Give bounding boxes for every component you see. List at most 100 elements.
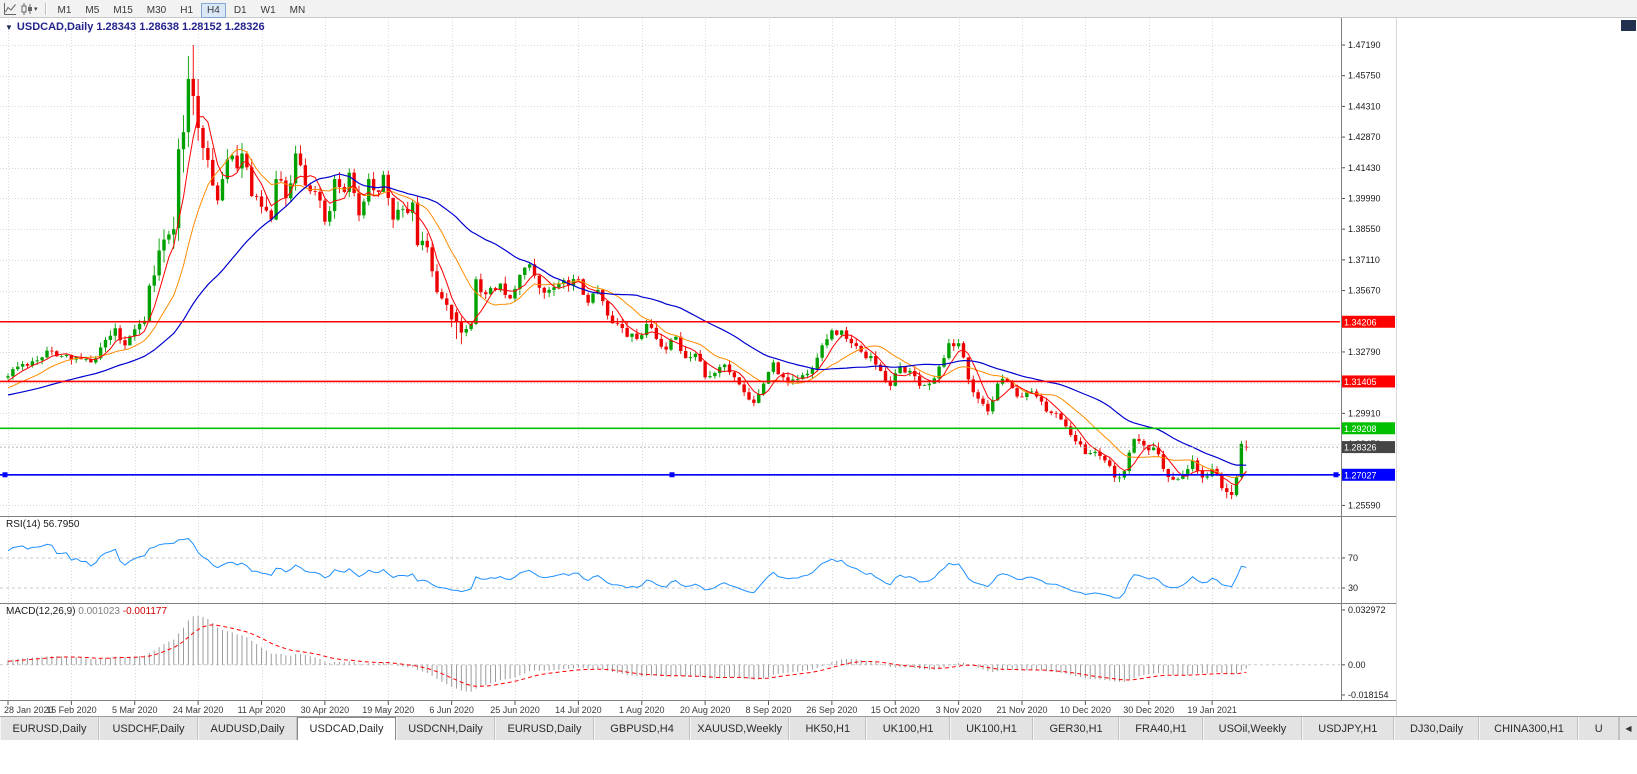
rsi-panel: 70 30 bbox=[0, 538, 1358, 599]
macd-signal-line bbox=[7, 624, 1247, 687]
timeframe-button-MN[interactable]: MN bbox=[289, 4, 306, 16]
svg-text:1.45750: 1.45750 bbox=[1348, 71, 1381, 81]
price-line-1.29208[interactable]: 1.29208 bbox=[0, 422, 1395, 435]
chart-tab-HK50-H1[interactable]: HK50,H1 bbox=[789, 717, 867, 740]
svg-text:1 Aug 2020: 1 Aug 2020 bbox=[619, 705, 665, 715]
ma-fast-line bbox=[7, 116, 1247, 486]
chart-title-text: USDCAD,Daily 1.28343 1.28638 1.28152 1.2… bbox=[16, 21, 265, 33]
price-line-1.31405[interactable]: 1.31405 bbox=[0, 375, 1395, 388]
timeframe-button-W1[interactable]: W1 bbox=[260, 4, 276, 16]
chart-tab-GBPUSD-H4[interactable]: GBPUSD,H4 bbox=[594, 717, 691, 740]
line-handle bbox=[669, 472, 675, 478]
svg-text:6 Jun 2020: 6 Jun 2020 bbox=[429, 705, 474, 715]
chart-tab-UK100-H1[interactable]: UK100,H1 bbox=[949, 717, 1034, 740]
current-price-marker: 1.28326 bbox=[0, 441, 1395, 454]
chart-corner-button[interactable] bbox=[1621, 20, 1636, 31]
timeframe-button-D1[interactable]: D1 bbox=[233, 4, 247, 16]
macd-name: MACD(12,26,9) bbox=[6, 606, 76, 617]
svg-text:11 Apr 2020: 11 Apr 2020 bbox=[238, 705, 286, 715]
chart-tab-DJ30-Daily[interactable]: DJ30,Daily bbox=[1393, 717, 1480, 740]
svg-text:30: 30 bbox=[1348, 583, 1358, 593]
svg-text:1.27027: 1.27027 bbox=[1344, 470, 1377, 480]
chart-icon-glyph bbox=[4, 2, 16, 15]
line-handle bbox=[1333, 472, 1339, 478]
chart-tab-USDCHF-Daily[interactable]: USDCHF,Daily bbox=[99, 717, 198, 740]
chart-tab-USDCAD-Daily[interactable]: USDCAD,Daily bbox=[297, 717, 396, 740]
macd-main-value: 0.001023 bbox=[78, 606, 120, 617]
svg-text:1.37110: 1.37110 bbox=[1348, 255, 1380, 265]
macd-signal-value: -0.001177 bbox=[122, 606, 168, 617]
svg-text:1.41430: 1.41430 bbox=[1348, 163, 1381, 173]
chart-tab-USOil-Weekly[interactable]: USOil,Weekly bbox=[1202, 717, 1302, 740]
svg-text:21 Nov 2020: 21 Nov 2020 bbox=[996, 705, 1047, 715]
svg-text:28 Jan 2020: 28 Jan 2020 bbox=[4, 705, 54, 715]
svg-text:26 Sep 2020: 26 Sep 2020 bbox=[806, 705, 857, 715]
timeframe-button-M30[interactable]: M30 bbox=[146, 4, 167, 16]
price-line-1.34206[interactable]: 1.34206 bbox=[0, 315, 1395, 328]
chart-tab-AUDUSD-Daily[interactable]: AUDUSD,Daily bbox=[198, 717, 297, 740]
svg-text:1.39990: 1.39990 bbox=[1348, 193, 1381, 203]
svg-text:24 Mar 2020: 24 Mar 2020 bbox=[173, 705, 224, 715]
candlesticks bbox=[6, 45, 1248, 500]
price-axis[interactable]: 1.47190 1.45750 1.44310 1.42870 1.41430 1.399… bbox=[1341, 40, 1381, 510]
ma-slow-line bbox=[7, 173, 1247, 466]
rsi-line bbox=[7, 538, 1247, 599]
svg-text:1.25590: 1.25590 bbox=[1348, 500, 1381, 510]
chart-tabs: EURUSD,Daily USDCHF,Daily AUDUSD,Daily USDC… bbox=[0, 717, 1619, 740]
svg-text:1.29208: 1.29208 bbox=[1344, 424, 1377, 434]
chart-tab-FRA40-H1[interactable]: FRA40,H1 bbox=[1119, 717, 1203, 740]
candlestick-chart-dropdown-icon[interactable]: ▾ bbox=[20, 1, 38, 16]
svg-text:1.35670: 1.35670 bbox=[1348, 286, 1381, 296]
svg-text:0.032972: 0.032972 bbox=[1348, 605, 1386, 615]
svg-text:70: 70 bbox=[1348, 553, 1358, 563]
rsi-name: RSI(14) bbox=[6, 519, 41, 530]
svg-text:1.31405: 1.31405 bbox=[1344, 377, 1377, 387]
svg-text:0.00: 0.00 bbox=[1348, 660, 1366, 670]
timeframe-button-H4[interactable]: H4 bbox=[201, 2, 226, 18]
price-line-1.27027[interactable]: 1.27027 bbox=[0, 468, 1395, 481]
chart-tab-XAUUSD-Weekly[interactable]: XAUUSD,Weekly bbox=[690, 717, 790, 740]
svg-text:8 Sep 2020: 8 Sep 2020 bbox=[745, 705, 791, 715]
svg-text:1.47190: 1.47190 bbox=[1348, 40, 1381, 50]
ma-mid-line bbox=[7, 148, 1247, 478]
svg-text:1.29910: 1.29910 bbox=[1348, 408, 1381, 418]
macd-histogram bbox=[7, 615, 1247, 692]
svg-text:1.28326: 1.28326 bbox=[1344, 443, 1377, 453]
panel-separators[interactable] bbox=[0, 18, 1396, 701]
toolbar-separator bbox=[44, 2, 47, 15]
svg-text:-0.018154: -0.018154 bbox=[1348, 690, 1389, 700]
svg-text:15 Feb 2020: 15 Feb 2020 bbox=[46, 705, 97, 715]
chart-tab-UK100-H1[interactable]: UK100,H1 bbox=[866, 717, 950, 740]
timeframe-button-M5[interactable]: M5 bbox=[85, 4, 100, 16]
tab-scroll-left-button[interactable]: ◀ bbox=[1619, 717, 1637, 740]
svg-text:3 Nov 2020: 3 Nov 2020 bbox=[936, 705, 982, 715]
chart-tab-USDCNH-Daily[interactable]: USDCNH,Daily bbox=[396, 717, 495, 740]
svg-text:1.42870: 1.42870 bbox=[1348, 132, 1381, 142]
one-click-trading-toggle-icon[interactable]: ▼ bbox=[5, 23, 13, 32]
chart-icon[interactable] bbox=[3, 1, 17, 16]
chart-tab-EURUSD-Daily[interactable]: EURUSD,Daily bbox=[0, 717, 99, 740]
macd-panel: 0.032972 0.00 -0.018154 bbox=[0, 605, 1389, 700]
chart-canvas[interactable]: 70 30 0.032972 0.00 -0.018154 1.47190 1.45750 1… bbox=[0, 18, 1396, 716]
chart-tab-U[interactable]: U bbox=[1578, 717, 1619, 740]
timeframe-toolbar: ▾ M1 M5 M15 M30 H1 H4 D1 W1 MN bbox=[0, 0, 1637, 18]
grid bbox=[0, 19, 1340, 700]
chart-tab-GER30-H1[interactable]: GER30,H1 bbox=[1033, 717, 1119, 740]
timeframe-buttons: M1 M5 M15 M30 H1 H4 D1 W1 MN bbox=[51, 0, 313, 18]
timeframe-button-M1[interactable]: M1 bbox=[57, 4, 72, 16]
timeframe-button-H1[interactable]: H1 bbox=[180, 4, 194, 16]
svg-text:30 Dec 2020: 30 Dec 2020 bbox=[1123, 705, 1174, 715]
svg-text:30 Apr 2020: 30 Apr 2020 bbox=[301, 705, 350, 715]
moving-averages bbox=[7, 116, 1247, 486]
rsi-indicator-label: RSI(14) 56.7950 bbox=[6, 519, 79, 530]
svg-text:1.34206: 1.34206 bbox=[1344, 317, 1377, 327]
dropdown-caret-icon: ▾ bbox=[34, 5, 38, 13]
chart-tab-CHINA300-H1[interactable]: CHINA300,H1 bbox=[1479, 717, 1579, 740]
svg-text:20 Aug 2020: 20 Aug 2020 bbox=[680, 705, 731, 715]
chart-tab-EURUSD-Daily[interactable]: EURUSD,Daily bbox=[495, 717, 594, 740]
timeframe-button-M15[interactable]: M15 bbox=[113, 4, 133, 16]
macd-indicator-label: MACD(12,26,9) 0.001023 -0.001177 bbox=[6, 606, 167, 617]
chart-tab-USDJPY-H1[interactable]: USDJPY,H1 bbox=[1301, 717, 1394, 740]
